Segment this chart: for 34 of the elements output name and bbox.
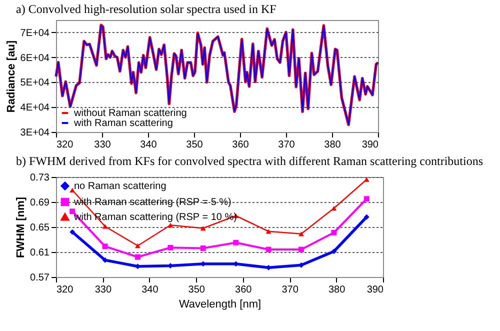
y-tick-label: 3E+04 bbox=[20, 128, 50, 138]
x-tick-label: 320 bbox=[56, 140, 74, 150]
y-tick-label: 4E+04 bbox=[20, 102, 50, 114]
x-tick-label: 370 bbox=[278, 140, 296, 150]
y-tick-label: 0.57 bbox=[30, 272, 50, 284]
x-tick-label: 330 bbox=[94, 284, 112, 296]
x-tick-label: 370 bbox=[282, 284, 299, 296]
y-tick-label: 6E+04 bbox=[20, 52, 50, 64]
x-tick-label: 350 bbox=[186, 140, 204, 150]
x-tick-label: 340 bbox=[140, 140, 158, 150]
y-axis-title: Radiance [au] bbox=[5, 40, 18, 113]
x-tick-label: 380 bbox=[328, 284, 346, 296]
x-tick-label: 350 bbox=[188, 284, 206, 296]
x-tick-label: 330 bbox=[94, 140, 112, 150]
chart-title: b) FWHM derived from KFs for convolved spectra with different Raman scattering contributions bbox=[16, 154, 484, 168]
x-axis-title: Wavelength [nm] bbox=[178, 298, 262, 310]
y-tick-label: 0.69 bbox=[30, 198, 50, 208]
y-tick-label: 0.65 bbox=[30, 222, 50, 234]
x-tick-label: 380 bbox=[324, 140, 342, 150]
y-tick-label: 0.61 bbox=[30, 248, 50, 258]
y-tick-label: 0.73 bbox=[30, 172, 50, 184]
y-tick-label: 5E+04 bbox=[20, 78, 50, 89]
x-tick-label: 390 bbox=[366, 284, 384, 296]
legend-label: without Raman scattering bbox=[73, 108, 187, 119]
y-axis-title: FWHM [nm] bbox=[15, 196, 28, 258]
chart-title: a) Convolved high-resolution solar spectra used in KF bbox=[16, 2, 277, 16]
legend-label: with Raman scattering bbox=[73, 118, 173, 129]
x-tick-label: 360 bbox=[235, 284, 252, 296]
x-tick-label: 340 bbox=[142, 284, 159, 296]
x-tick-label: 360 bbox=[232, 140, 250, 150]
y-tick-label: 7E+04 bbox=[20, 28, 50, 39]
x-tick-label: 320 bbox=[56, 284, 74, 296]
legend-label: no Raman scattering bbox=[74, 181, 166, 192]
x-tick-label: 390 bbox=[362, 140, 379, 150]
